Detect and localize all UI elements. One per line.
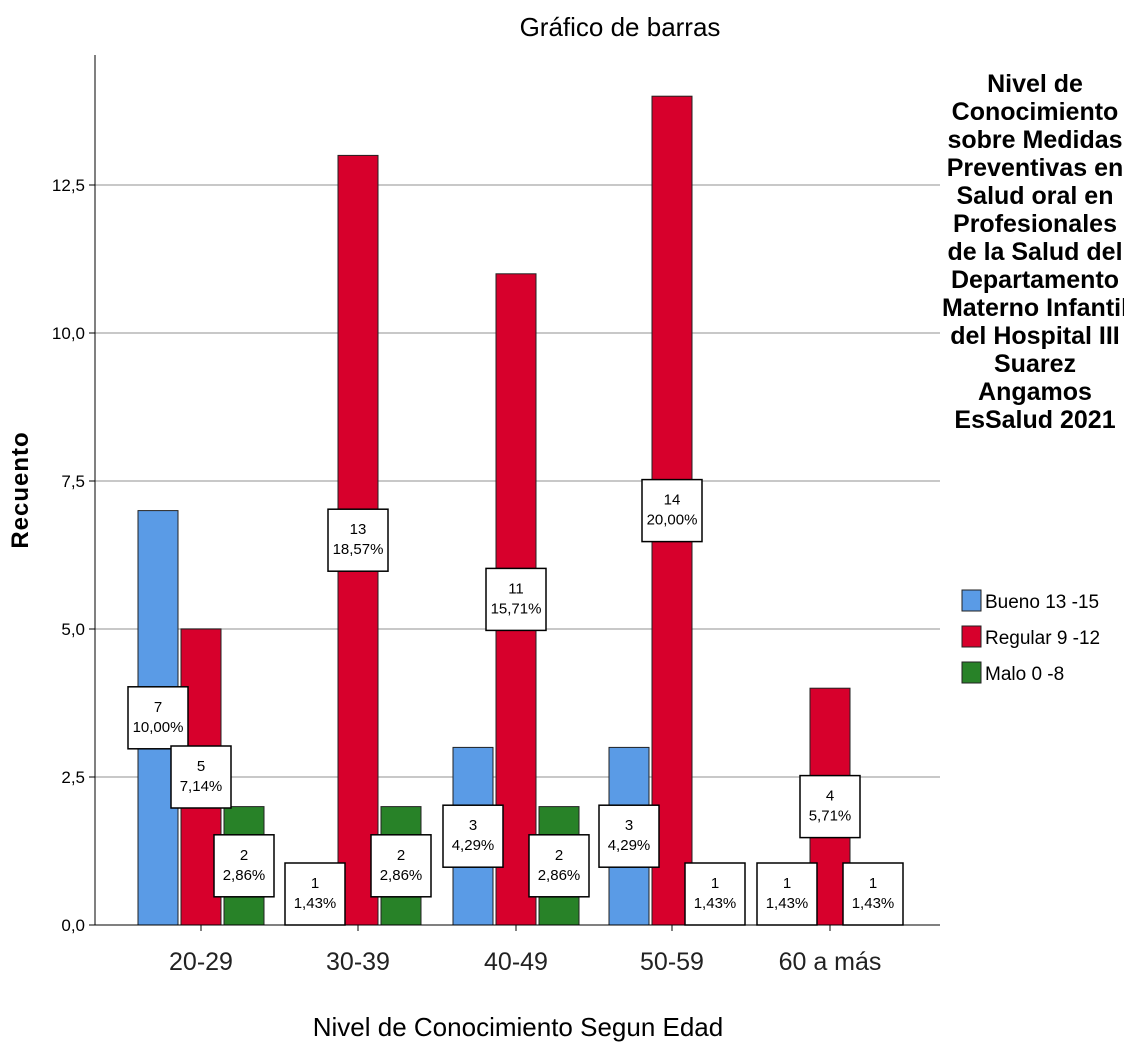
data-label-count: 11 [508, 580, 524, 597]
data-label-box [684, 862, 746, 926]
x-tick-label: 20-29 [169, 948, 233, 976]
y-tick-label: 5,0 [61, 620, 85, 639]
data-label-box [799, 774, 861, 839]
data-label: 2 2,86% [370, 834, 432, 898]
data-label-box [641, 478, 703, 543]
data-label-box [170, 745, 232, 809]
data-label: 2 2,86% [528, 834, 590, 898]
chart-title: Gráfico de barras [520, 12, 721, 42]
x-tick-label: 30-39 [326, 948, 390, 976]
data-label-box [442, 804, 504, 868]
y-tick-label: 10,0 [52, 324, 85, 343]
data-label-box [485, 567, 547, 632]
data-labels: 710,00%57,14%22,86% 11,43%1318,57%22,86%3… [127, 478, 904, 926]
x-tick-label: 40-49 [484, 948, 548, 976]
data-label-percent: 20,00% [647, 512, 698, 529]
data-label-percent: 4,29% [452, 837, 495, 854]
data-label-percent: 10,00% [133, 719, 184, 736]
legend-title: Nivel de Conocimiento sobre Medidas Prev… [941, 70, 1124, 434]
y-axis-title: Recuento [7, 431, 34, 548]
x-tick-label: 60 a más [779, 948, 882, 976]
data-label: 3 4,29% [442, 804, 504, 868]
data-label-count: 1 [711, 875, 719, 892]
data-label-percent: 15,71% [491, 600, 542, 617]
bars [137, 95, 851, 926]
data-label-percent: 18,57% [333, 541, 384, 558]
data-label-percent: 5,71% [809, 808, 852, 825]
data-label-count: 2 [397, 847, 405, 864]
data-label-box [284, 862, 346, 926]
data-label-percent: 1,43% [766, 895, 809, 912]
legend-swatch [961, 589, 982, 612]
data-label-box [127, 686, 189, 750]
legend-swatch [961, 661, 982, 684]
x-axis-title: Nivel de Conocimiento Segun Edad [313, 1012, 723, 1042]
data-label: 1 1,43% [284, 862, 346, 926]
legend-entry-label: Malo 0 -8 [985, 664, 1064, 685]
data-label-count: 5 [197, 758, 205, 775]
data-label: 1 1,43% [684, 862, 746, 926]
data-label-percent: 1,43% [852, 895, 895, 912]
data-label-count: 1 [311, 875, 319, 892]
legend: Bueno 13 -15 Regular 9 -12 Malo 0 -8 [961, 589, 1100, 685]
data-label-box [842, 862, 904, 926]
data-label-count: 7 [154, 699, 162, 716]
data-label: 13 18,57% [327, 508, 389, 572]
data-label-box [370, 834, 432, 898]
legend-swatch [961, 625, 982, 648]
data-label: 3 4,29% [598, 804, 660, 868]
data-label-count: 1 [869, 875, 877, 892]
legend-entry-label: Bueno 13 -15 [985, 592, 1099, 613]
data-label-count: 3 [469, 817, 477, 834]
data-label-count: 2 [555, 847, 563, 864]
data-label-percent: 7,14% [180, 778, 223, 795]
data-label-count: 2 [240, 847, 248, 864]
data-label-percent: 2,86% [223, 867, 266, 884]
data-label-box [528, 834, 590, 898]
legend-entry-label: Regular 9 -12 [985, 628, 1100, 649]
axes: 0,0 2,5 5,0 7,5 10,0 12,5 20-29 30-39 40-49 50-59… [52, 55, 940, 976]
data-label-count: 4 [826, 788, 834, 805]
data-label-box [213, 834, 275, 898]
data-label-count: 14 [664, 492, 681, 509]
data-label: 11 15,71% [485, 567, 547, 632]
y-tick-label: 0,0 [61, 916, 85, 935]
data-label: 1 1,43% [756, 862, 818, 926]
data-label: 5 7,14% [170, 745, 232, 809]
data-label-count: 3 [625, 817, 633, 834]
data-label: 2 2,86% [213, 834, 275, 898]
data-label: 7 10,00% [127, 686, 189, 750]
y-tick-label: 12,5 [52, 176, 85, 195]
data-label-percent: 1,43% [294, 895, 337, 912]
data-label-count: 1 [783, 875, 791, 892]
data-label-percent: 2,86% [380, 867, 423, 884]
data-label-box [327, 508, 389, 572]
data-label-count: 13 [350, 521, 367, 538]
data-label-box [756, 862, 818, 926]
data-label-percent: 2,86% [538, 867, 581, 884]
data-label: 14 20,00% [641, 478, 703, 543]
data-label-percent: 1,43% [694, 895, 737, 912]
data-label: 4 5,71% [799, 774, 861, 839]
x-tick-label: 50-59 [640, 948, 704, 976]
data-label-percent: 4,29% [608, 837, 651, 854]
data-label-box [598, 804, 660, 868]
y-tick-label: 7,5 [61, 472, 85, 491]
y-tick-label: 2,5 [61, 768, 85, 787]
data-label: 1 1,43% [842, 862, 904, 926]
